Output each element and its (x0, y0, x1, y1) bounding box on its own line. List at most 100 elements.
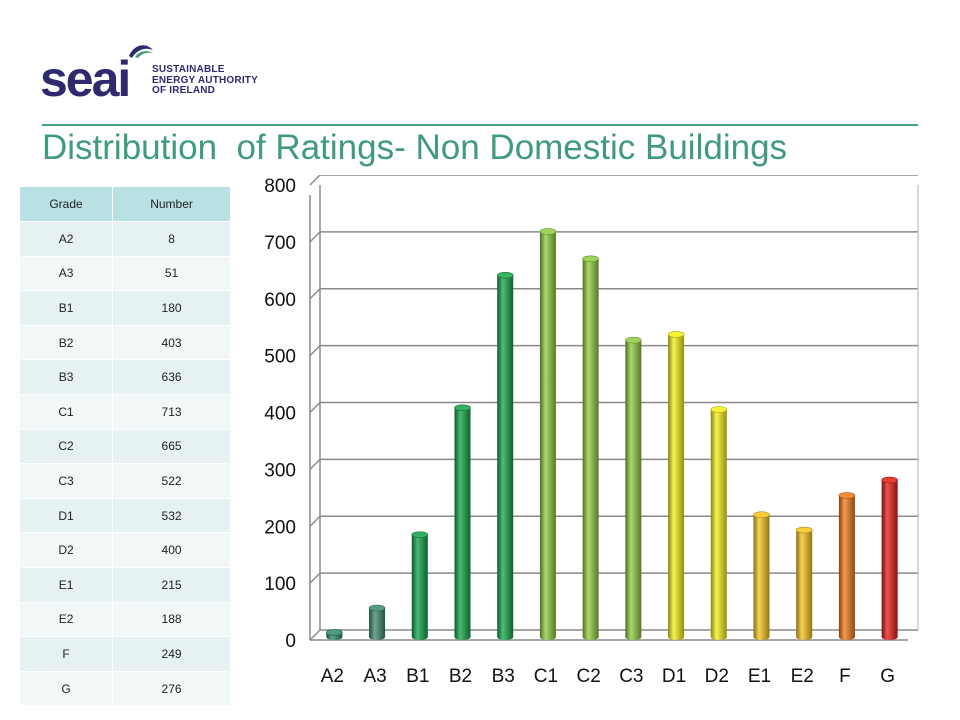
number-cell: 522 (112, 463, 231, 499)
number-cell: 51 (112, 255, 231, 291)
table-body: A2 8 A3 51 B1 180 B2 403 B3 636 C1 713 C2 665 C3 522 D1 5… (20, 221, 231, 706)
table-row: E2 188 (20, 601, 231, 637)
table-header-row: Grade Number (20, 187, 231, 222)
x-tick-label: C3 (619, 666, 643, 687)
seai-swoosh-icon (129, 45, 153, 58)
bar-top-B2 (454, 404, 471, 412)
grade-cell: A3 (20, 255, 114, 291)
grade-cell: F (20, 636, 114, 672)
bar-D2 (710, 409, 727, 640)
bar-top-A2 (326, 629, 343, 636)
gridline-depth (309, 629, 321, 641)
logo-wordmark: seai (40, 51, 131, 107)
bar-C2 (582, 258, 599, 640)
y-tick-label: 600 (264, 290, 296, 311)
number-cell: 713 (112, 393, 231, 430)
bar-B1 (411, 534, 428, 640)
number-cell: 8 (112, 221, 231, 257)
gridline-depth (309, 401, 321, 414)
table-row: C1 713 (20, 393, 231, 430)
bar-top-E1 (753, 511, 770, 519)
bar-top-F (838, 492, 856, 499)
number-cell: 532 (112, 497, 231, 533)
gridline-depth (309, 458, 321, 470)
bar-G (881, 480, 898, 640)
grade-table: Grade Number A2 8 A3 51 B1 180 B2 403 B3 636 C1 713… (20, 187, 231, 706)
grade-cell: B1 (20, 290, 114, 326)
bar-E1 (753, 514, 770, 640)
bar-top-B1 (411, 531, 429, 538)
gridline-depth (309, 515, 321, 527)
grade-cell: C1 (20, 393, 114, 430)
y-tick-label: 100 (264, 574, 296, 595)
bar-top-D2 (710, 406, 728, 413)
bar-top-C1 (539, 228, 557, 235)
x-tick-label: D1 (662, 666, 686, 687)
table-row: E1 215 (20, 566, 231, 603)
y-tick-label: 300 (264, 460, 296, 481)
bar-top-G (881, 476, 898, 484)
bar-top-C2 (582, 255, 599, 263)
table-row: A2 8 (20, 221, 231, 257)
gridline-depth (309, 175, 321, 186)
grade-cell: D1 (20, 497, 114, 533)
gridline-depth (309, 345, 321, 357)
table-row: A3 51 (20, 255, 231, 291)
number-cell: 188 (112, 601, 231, 637)
gridline-depth (309, 231, 321, 243)
logo-line-2: ENERGY AUTHORITY (152, 74, 258, 86)
table-row: D1 532 (20, 497, 231, 533)
x-tick-label: D2 (705, 666, 729, 687)
grade-cell: C3 (20, 463, 114, 499)
bar-top-C3 (625, 336, 642, 344)
table-row: G 276 (20, 670, 231, 706)
grade-cell: G (20, 670, 114, 706)
logo-subtitle: SUSTAINABLE ENERGY AUTHORITY OF IRELAND (152, 64, 258, 97)
y-tick-label: 800 (264, 176, 296, 197)
bar-top-B3 (496, 271, 514, 279)
y-tick-label: 500 (264, 347, 296, 368)
x-tick-label: E2 (791, 666, 814, 687)
y-tick-label: 700 (264, 233, 296, 254)
bar-B3 (497, 275, 514, 640)
x-tick-label: E1 (748, 666, 771, 687)
number-cell: 249 (112, 636, 231, 672)
x-tick-label: F (839, 666, 851, 687)
bar-top-A3 (368, 604, 386, 612)
x-tick-label: B2 (449, 666, 472, 687)
grade-cell: A2 (20, 221, 114, 257)
title-rule (42, 124, 918, 126)
header-grade: Grade (20, 187, 114, 222)
table-row: B3 636 (20, 359, 231, 395)
y-tick-label: 200 (264, 517, 296, 538)
number-cell: 665 (112, 428, 231, 464)
number-cell: 400 (112, 532, 231, 568)
logo-line-3: OF IRELAND (152, 85, 216, 96)
grade-cell: D2 (20, 532, 114, 568)
grade-cell: E2 (20, 601, 114, 637)
number-cell: 215 (112, 566, 231, 603)
x-tick-label: B1 (406, 666, 429, 687)
grade-cell: B3 (20, 359, 114, 395)
x-tick-label: C1 (534, 666, 558, 687)
rating-bar-chart: 0 100 200 300 400 500 600 700 800 A2 A3 B1 B2 B3 C1 C2 C… (264, 175, 919, 687)
number-cell: 180 (112, 290, 231, 326)
bar-E2 (796, 530, 813, 640)
number-cell: 636 (112, 359, 231, 395)
grade-cell: C2 (20, 428, 114, 464)
logo-line-1: SUSTAINABLE (152, 64, 225, 75)
grade-cell: B2 (20, 324, 114, 360)
bar-D1 (668, 334, 685, 640)
x-tick-label: A2 (321, 666, 344, 687)
table-row: B2 403 (20, 324, 231, 360)
page-title: Distribution of Ratings- Non Domestic Bu… (42, 128, 788, 167)
bar-B2 (454, 407, 471, 640)
table-row: C2 665 (20, 428, 231, 464)
seai-logo: seai SUSTAINABLE ENERGY AUTHORITY OF IRE… (40, 42, 280, 106)
bar-C3 (625, 340, 642, 640)
bar-F (838, 495, 855, 640)
table-row: C3 522 (20, 463, 231, 499)
y-tick-label: 400 (264, 404, 296, 425)
x-tick-label: C2 (576, 666, 600, 687)
bar-A3 (369, 607, 386, 640)
